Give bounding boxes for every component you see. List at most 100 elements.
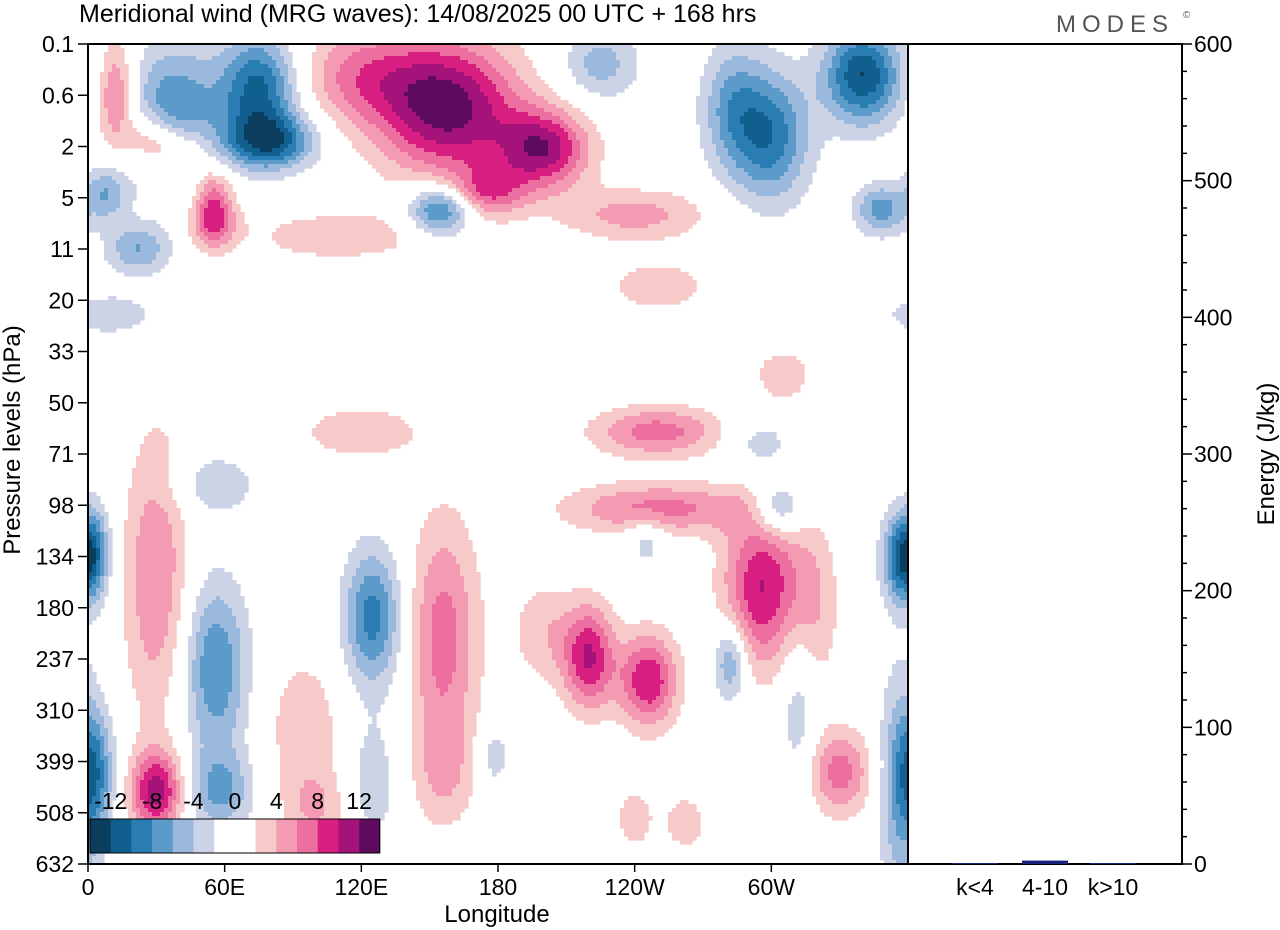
contour-cell [284,128,289,133]
contour-cell [728,92,733,97]
contour-cell [784,164,789,169]
contour-cell [752,156,757,161]
contour-cell [220,60,225,65]
contour-cell [544,164,549,169]
contour-cell [344,60,349,65]
contour-cell [180,76,185,81]
contour-cell [452,96,457,101]
contour-cell [752,84,757,89]
contour-cell [720,64,725,69]
contour-cell [732,76,737,81]
contour-cell [760,72,765,77]
contour-cell [108,124,113,129]
contour-cell [148,64,153,69]
contour-cell [108,68,113,73]
contour-cell [260,48,265,53]
contour-cell [456,164,461,169]
contour-cell [484,60,489,65]
contour-cell [892,96,897,101]
contour-cell [812,164,817,169]
contour-cell [812,64,817,69]
contour-cell [372,52,377,57]
contour-cell [396,136,401,141]
contour-cell [364,112,369,117]
contour-cell [760,80,765,85]
contour-cell [112,168,117,173]
contour-cell [892,116,897,121]
contour-cell [520,68,525,73]
contour-cell [708,92,713,97]
contour-cell [280,156,285,161]
contour-cell [168,68,173,73]
contour-cell [504,136,509,141]
contour-cell [832,60,837,65]
contour-cell [824,100,829,105]
contour-cell [376,60,381,65]
contour-cell [360,96,365,101]
contour-cell [564,116,569,121]
contour-cell [784,84,789,89]
contour-cell [420,80,425,85]
contour-cell [404,64,409,69]
contour-cell [100,116,105,121]
contour-cell [548,152,553,157]
contour-cell [172,48,177,53]
contour-cell [832,64,837,69]
contour-cell [108,100,113,105]
contour-cell [860,84,865,89]
contour-cell [700,96,705,101]
contour-cell [452,48,457,53]
contour-cell [612,64,617,69]
contour-cell [136,140,141,145]
contour-cell [708,164,713,169]
contour-cell [732,60,737,65]
contour-cell [232,80,237,85]
contour-cell [144,76,149,81]
contour-cell [428,72,433,77]
contour-cell [584,152,589,157]
contour-cell [444,128,449,133]
contour-cell [552,136,557,141]
contour-cell [808,156,813,161]
contour-cell [740,164,745,169]
contour-cell [888,88,893,93]
contour-cell [888,112,893,117]
contour-cell [512,48,517,53]
contour-cell [248,76,253,81]
contour-cell [520,132,525,137]
contour-cell [464,172,469,177]
contour-cell [548,156,553,161]
contour-cell [400,160,405,165]
contour-cell [184,116,189,121]
contour-cell [724,112,729,117]
contour-cell [252,144,257,149]
contour-cell [536,84,541,89]
contour-cell [216,92,221,97]
contour-cell [580,60,585,65]
contour-cell [736,100,741,105]
contour-cell [568,136,573,141]
contour-cell [392,92,397,97]
contour-cell [612,92,617,97]
contour-cell [472,152,477,157]
contour-cell [360,128,365,133]
contour-cell [300,128,305,133]
contour-cell [820,136,825,141]
contour-cell [816,88,821,93]
contour-cell [572,52,577,57]
contour-cell [888,56,893,61]
contour-cell [420,168,425,173]
contour-cell [108,76,113,81]
contour-cell [332,76,337,81]
contour-cell [376,96,381,101]
contour-cell [796,164,801,169]
contour-cell [528,72,533,77]
contour-cell [212,104,217,109]
contour-cell [288,128,293,133]
contour-cell [424,88,429,93]
contour-cell [868,108,873,113]
contour-cell [828,120,833,125]
contour-cell [248,64,253,69]
contour-cell [120,48,125,53]
contour-cell [592,124,597,129]
